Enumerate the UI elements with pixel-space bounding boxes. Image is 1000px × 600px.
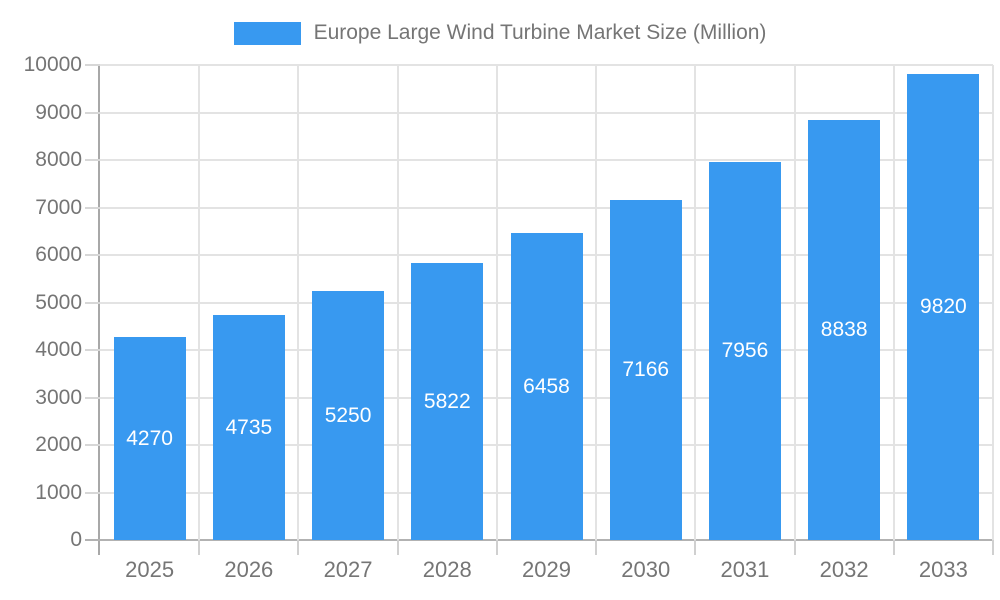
x-tick bbox=[396, 540, 399, 555]
bar-value-label: 4735 bbox=[225, 415, 273, 439]
y-tick-label: 9000 bbox=[35, 100, 82, 124]
x-tick-label: 2027 bbox=[323, 557, 373, 582]
x-tick bbox=[198, 540, 201, 555]
bar: 7166 bbox=[609, 200, 682, 540]
x-tick bbox=[595, 540, 598, 555]
bar: 5250 bbox=[312, 291, 385, 540]
x-gridline bbox=[992, 65, 994, 540]
y-tick bbox=[85, 349, 100, 351]
y-axis-line bbox=[98, 65, 100, 555]
x-tick bbox=[892, 540, 895, 555]
bar: 6458 bbox=[510, 233, 583, 540]
chart-legend: Europe Large Wind Turbine Market Size (M… bbox=[0, 16, 1000, 50]
y-gridline bbox=[100, 206, 993, 209]
x-gridline bbox=[396, 65, 399, 540]
y-tick bbox=[85, 111, 100, 114]
bar-value-label: 9820 bbox=[920, 295, 967, 318]
y-tick-label: 5000 bbox=[35, 290, 82, 314]
x-gridline bbox=[892, 65, 895, 540]
bar: 8838 bbox=[808, 120, 881, 540]
y-tick bbox=[85, 159, 100, 161]
legend-title: Europe Large Wind Turbine Market Size (M… bbox=[313, 21, 767, 44]
legend-swatch bbox=[233, 21, 301, 45]
bar: 5822 bbox=[411, 263, 484, 540]
y-tick bbox=[85, 301, 100, 304]
x-gridline bbox=[694, 65, 697, 540]
x-gridline bbox=[793, 65, 796, 540]
bar-value-label: 6458 bbox=[523, 374, 570, 398]
y-tick bbox=[85, 491, 100, 494]
x-gridline bbox=[198, 65, 201, 540]
y-tick-label: 7000 bbox=[35, 195, 82, 219]
y-tick bbox=[85, 254, 100, 256]
bar: 9820 bbox=[907, 74, 980, 540]
x-tick bbox=[992, 540, 994, 555]
x-tick-label: 2031 bbox=[720, 557, 770, 582]
y-gridline bbox=[100, 111, 993, 114]
y-tick-label: 6000 bbox=[35, 243, 82, 266]
x-tick bbox=[793, 540, 796, 555]
x-axis-line bbox=[85, 539, 993, 541]
x-tick bbox=[694, 540, 697, 555]
x-tick-label: 2028 bbox=[422, 557, 472, 582]
bar-value-label: 5822 bbox=[423, 389, 471, 413]
plot-area: 4270 4735 5250 5822 6458 7166 7956 8838 9820 bbox=[85, 64, 994, 555]
x-tick bbox=[297, 540, 300, 555]
x-gridline bbox=[495, 65, 498, 540]
bar-value-label: 7956 bbox=[721, 339, 769, 362]
bar: 4735 bbox=[212, 315, 285, 540]
x-tick bbox=[495, 540, 498, 555]
bar: 7956 bbox=[708, 162, 781, 540]
y-tick bbox=[85, 64, 100, 66]
bar-value-label: 4270 bbox=[126, 426, 173, 450]
y-tick-label: 8000 bbox=[35, 148, 82, 171]
y-tick bbox=[85, 396, 100, 399]
y-tick-label: 10000 bbox=[23, 53, 82, 76]
x-tick-label: 2025 bbox=[125, 557, 175, 582]
x-tick-label: 2032 bbox=[819, 557, 869, 582]
y-tick-label: 2000 bbox=[35, 433, 82, 456]
x-tick-label: 2026 bbox=[224, 557, 274, 582]
bar-value-label: 5250 bbox=[324, 403, 372, 427]
bar-value-label: 7166 bbox=[622, 358, 670, 381]
y-tick-label: 3000 bbox=[35, 385, 82, 409]
y-tick-label: 4000 bbox=[35, 338, 82, 361]
x-tick-label: 2030 bbox=[621, 557, 671, 582]
x-gridline bbox=[297, 65, 300, 540]
y-gridline bbox=[100, 64, 993, 66]
x-gridline bbox=[595, 65, 598, 540]
x-tick-label: 2029 bbox=[522, 557, 571, 582]
y-tick bbox=[85, 444, 100, 446]
bar-value-label: 8838 bbox=[820, 318, 868, 341]
y-tick-label: 0 bbox=[70, 528, 82, 551]
bar: 4270 bbox=[113, 337, 186, 540]
y-tick-label: 1000 bbox=[35, 480, 82, 504]
x-tick-label: 2033 bbox=[918, 557, 968, 582]
y-gridline bbox=[100, 159, 993, 161]
y-tick bbox=[85, 206, 100, 209]
